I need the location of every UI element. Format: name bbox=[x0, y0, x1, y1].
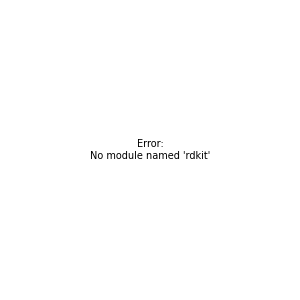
Text: Error:
No module named 'rdkit': Error: No module named 'rdkit' bbox=[90, 139, 210, 161]
